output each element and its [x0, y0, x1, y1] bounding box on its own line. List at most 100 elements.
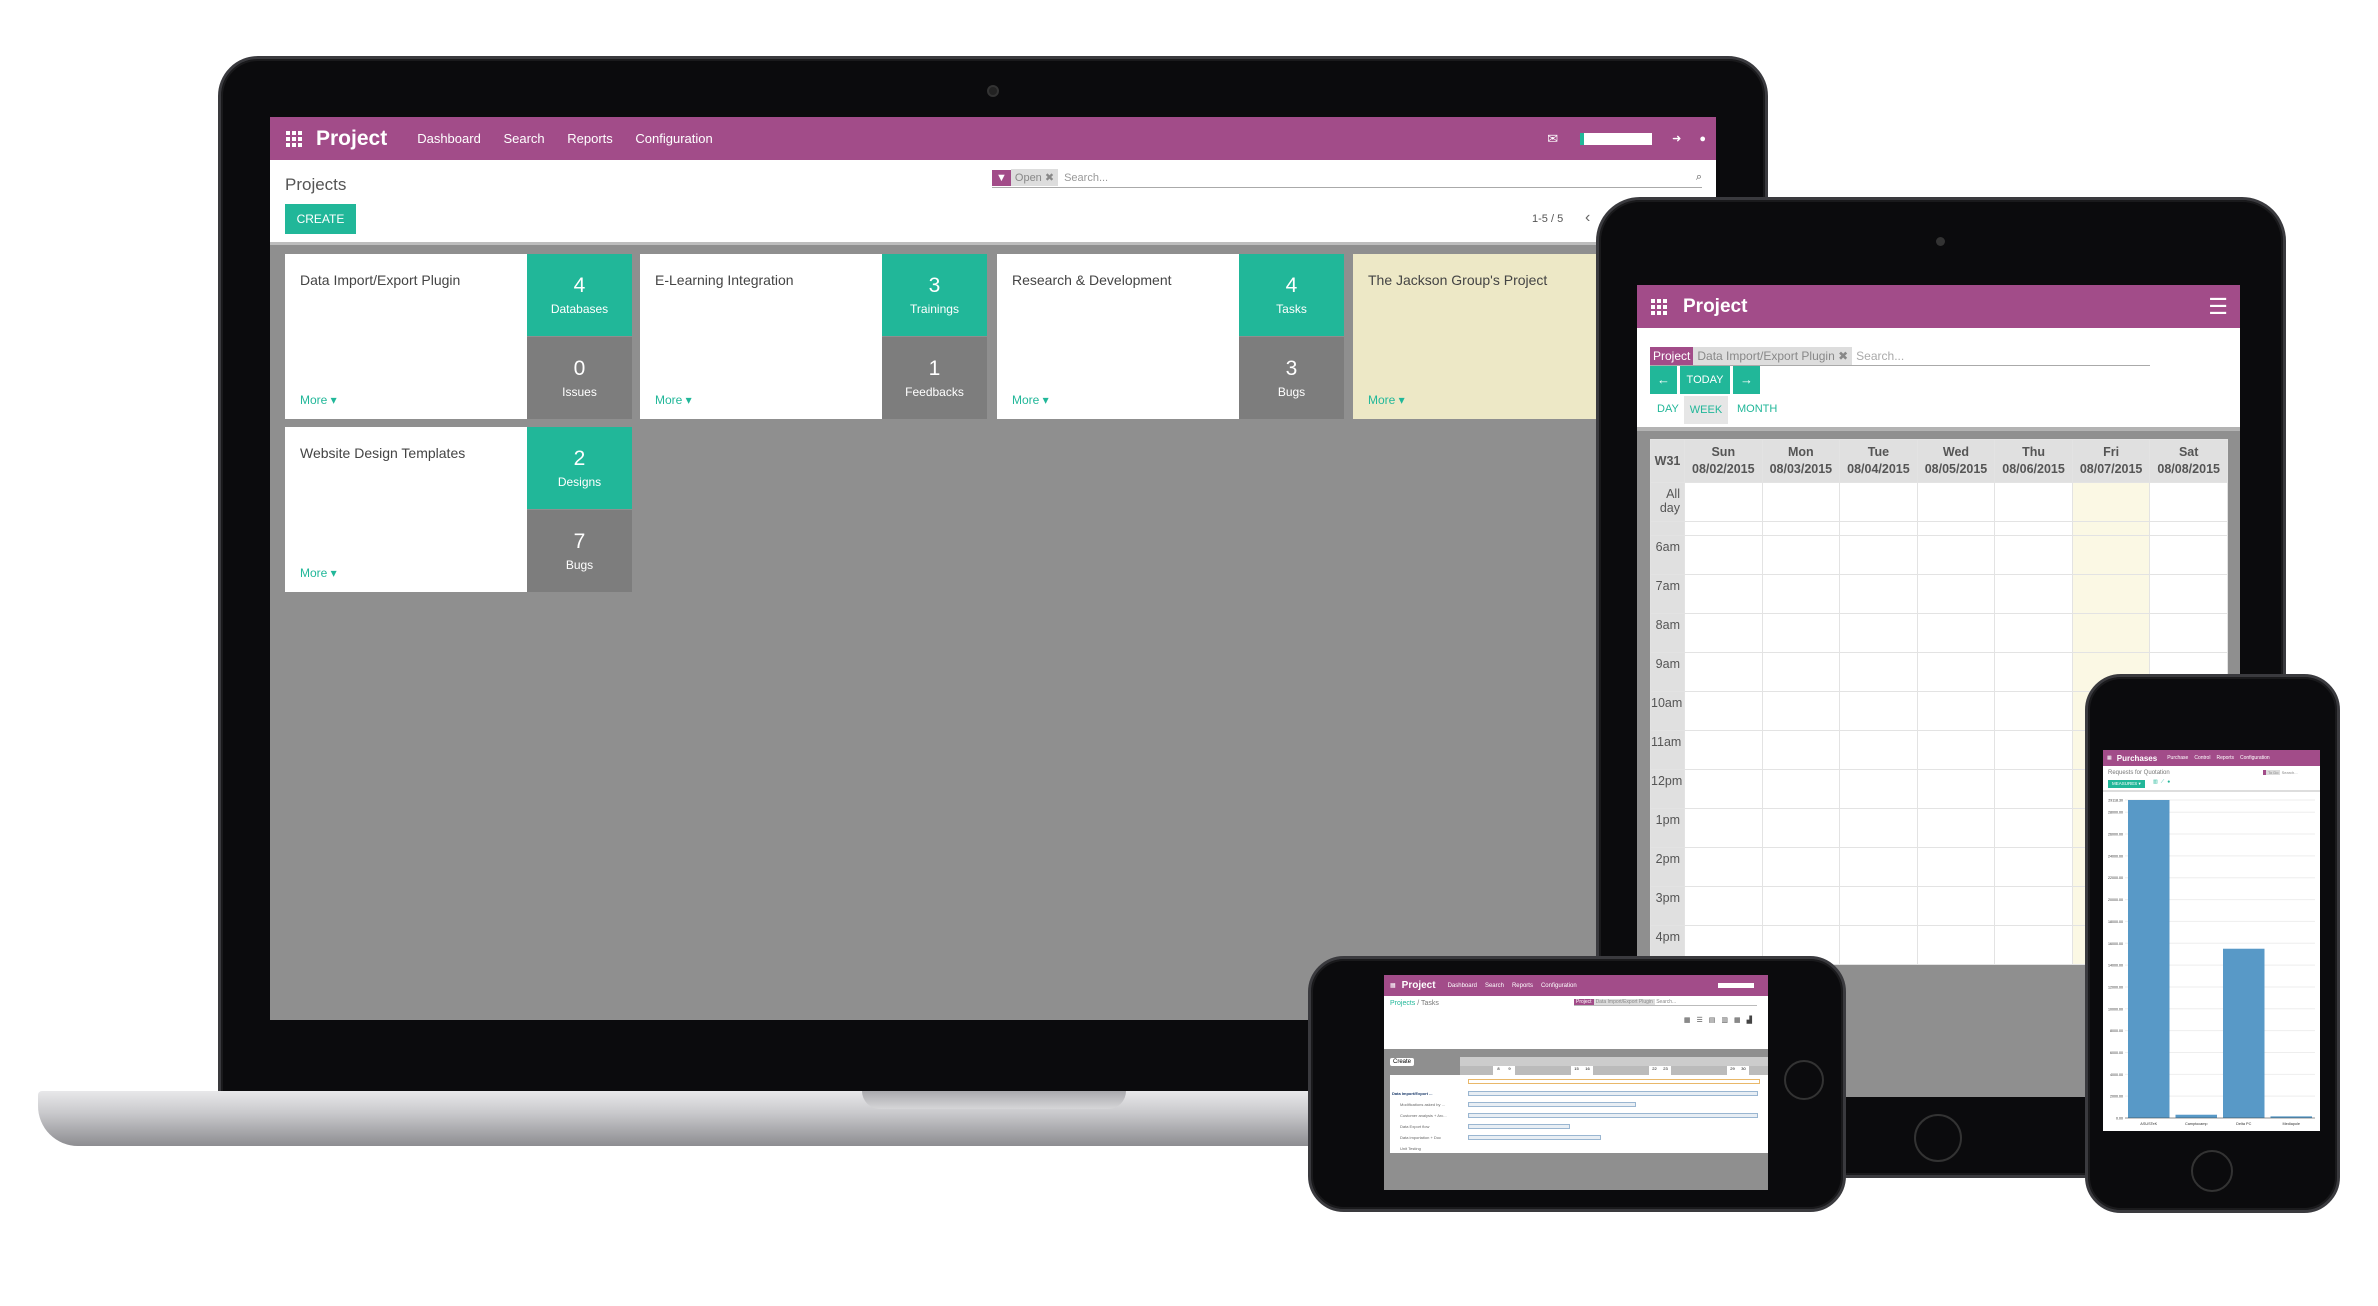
- time-slot[interactable]: [1761, 808, 1841, 848]
- menu-search[interactable]: Search: [503, 131, 545, 146]
- search-bar[interactable]: To Do Search...: [2263, 770, 2298, 775]
- time-slot[interactable]: [1994, 652, 2073, 692]
- next-button[interactable]: →: [1733, 366, 1760, 394]
- project-card[interactable]: E-Learning Integration More ▾: [640, 254, 882, 419]
- create-button[interactable]: Create: [1390, 1058, 1415, 1066]
- time-slot[interactable]: [2071, 613, 2151, 653]
- time-slot[interactable]: [1684, 574, 1763, 614]
- time-slot[interactable]: [1994, 730, 2073, 770]
- time-slot[interactable]: [2149, 574, 2228, 614]
- time-slot[interactable]: [1684, 847, 1763, 887]
- apps-grid-icon[interactable]: ▦: [2107, 755, 2112, 761]
- day-header[interactable]: Thu 08/06/2015: [1994, 439, 2073, 483]
- project-stat[interactable]: 4 Databases: [527, 254, 632, 336]
- time-slot[interactable]: [1761, 521, 1841, 536]
- time-slot[interactable]: [1839, 808, 1918, 848]
- tablet-home-button[interactable]: [1914, 1114, 1962, 1162]
- bar[interactable]: [2175, 1114, 2218, 1118]
- search-bar[interactable]: ▼ Open ✖ Search... ⌕: [992, 168, 1702, 188]
- project-title[interactable]: Website Design Templates: [300, 445, 466, 461]
- gantt-task-label[interactable]: Data Import/Export ...: [1392, 1091, 1433, 1096]
- time-slot[interactable]: [1916, 808, 1996, 848]
- project-stat[interactable]: 3 Trainings: [882, 254, 987, 336]
- time-slot[interactable]: [1684, 808, 1763, 848]
- time-slot[interactable]: [1761, 691, 1841, 731]
- menu-dashboard[interactable]: Dashboard: [417, 131, 481, 146]
- menu-purchase[interactable]: Purchase: [2167, 755, 2189, 761]
- all-day-slot[interactable]: [2149, 482, 2228, 522]
- view-switcher[interactable]: ▦☰▤▥▦▟: [1683, 1017, 1758, 1024]
- time-slot[interactable]: [1684, 613, 1763, 653]
- chat-icon[interactable]: ●: [1699, 132, 1706, 145]
- time-slot[interactable]: [1916, 613, 1996, 653]
- time-slot[interactable]: [1684, 535, 1763, 575]
- time-slot[interactable]: [1994, 691, 2073, 731]
- time-slot[interactable]: [1684, 652, 1763, 692]
- menu-configuration[interactable]: Configuration: [635, 131, 713, 146]
- gantt-task-label[interactable]: Data importation + Doc: [1400, 1135, 1442, 1140]
- tab-week[interactable]: WEEK: [1684, 396, 1728, 424]
- time-slot[interactable]: [1761, 652, 1841, 692]
- bar[interactable]: [2270, 1116, 2313, 1118]
- remove-facet-icon[interactable]: ✖: [1044, 172, 1055, 184]
- all-day-slot[interactable]: [1839, 482, 1918, 522]
- search-input[interactable]: Search...: [1856, 348, 1905, 363]
- time-slot[interactable]: [1761, 730, 1841, 770]
- day-header[interactable]: Fri 08/07/2015: [2071, 439, 2151, 483]
- day-header[interactable]: Mon 08/03/2015: [1761, 439, 1841, 483]
- time-slot[interactable]: [1684, 730, 1763, 770]
- bar[interactable]: [2223, 948, 2265, 1118]
- day-header[interactable]: Sat 08/08/2015: [2149, 439, 2228, 483]
- all-day-slot[interactable]: [2071, 482, 2151, 522]
- time-slot[interactable]: [2149, 535, 2228, 575]
- time-slot[interactable]: [1994, 613, 2073, 653]
- time-slot[interactable]: [1994, 847, 2073, 887]
- search-bar[interactable]: Project Data Import/Export Plugin Search.…: [1574, 999, 1757, 1006]
- project-title[interactable]: Research & Development: [1012, 272, 1172, 288]
- time-slot[interactable]: [1839, 925, 1918, 965]
- time-slot[interactable]: [1761, 886, 1841, 926]
- measures-button[interactable]: MEASURES ▾: [2108, 780, 2145, 788]
- tab-day[interactable]: DAY: [1657, 403, 1679, 415]
- time-slot[interactable]: [1916, 574, 1996, 614]
- time-slot[interactable]: [1916, 769, 1996, 809]
- logout-icon[interactable]: ➜: [1672, 133, 1682, 145]
- gantt-task-label[interactable]: Customer analysis + Arc...: [1400, 1113, 1447, 1118]
- time-slot[interactable]: [2071, 574, 2151, 614]
- search-input[interactable]: Search...: [1064, 171, 1109, 184]
- project-stat[interactable]: 3 Bugs: [1239, 337, 1344, 419]
- day-header[interactable]: Tue 08/04/2015: [1839, 439, 1918, 483]
- time-slot[interactable]: [1994, 535, 2073, 575]
- menu-dashboard[interactable]: Dashboard: [1447, 982, 1477, 989]
- project-card[interactable]: Website Design Templates More ▾: [285, 427, 527, 592]
- time-slot[interactable]: [1839, 574, 1918, 614]
- project-title[interactable]: The Jackson Group's Project: [1368, 272, 1548, 288]
- time-slot[interactable]: [2149, 613, 2228, 653]
- time-slot[interactable]: [1839, 535, 1918, 575]
- time-slot[interactable]: [1839, 613, 1918, 653]
- gantt-task-label[interactable]: Modifications asked by ...: [1400, 1102, 1445, 1107]
- remove-facet-icon[interactable]: ✖: [1838, 348, 1849, 363]
- gantt-project-bar[interactable]: [1468, 1079, 1760, 1084]
- project-stat[interactable]: 4 Tasks: [1239, 254, 1344, 336]
- search-icon[interactable]: ⌕: [1695, 171, 1702, 183]
- time-slot[interactable]: [1994, 886, 2073, 926]
- prev-button[interactable]: ←: [1650, 366, 1677, 394]
- time-slot[interactable]: [2071, 535, 2151, 575]
- all-day-slot[interactable]: [1684, 482, 1763, 522]
- pager-prev-icon[interactable]: ‹: [1585, 209, 1591, 226]
- project-stat[interactable]: 0 Issues: [527, 337, 632, 419]
- all-day-slot[interactable]: [1994, 482, 2073, 522]
- today-button[interactable]: TODAY: [1680, 366, 1730, 394]
- time-slot[interactable]: [1916, 925, 1996, 965]
- time-slot[interactable]: [2071, 521, 2151, 536]
- time-slot[interactable]: [1839, 730, 1918, 770]
- more-dropdown[interactable]: More ▾: [1368, 393, 1405, 407]
- menu-search[interactable]: Search: [1484, 982, 1504, 989]
- project-stat[interactable]: 7 Bugs: [527, 510, 632, 592]
- menu-control[interactable]: Control: [2194, 755, 2211, 761]
- create-button[interactable]: CREATE: [285, 204, 356, 234]
- more-dropdown[interactable]: More ▾: [300, 566, 337, 580]
- time-slot[interactable]: [2149, 521, 2228, 536]
- more-dropdown[interactable]: More ▾: [1012, 393, 1049, 407]
